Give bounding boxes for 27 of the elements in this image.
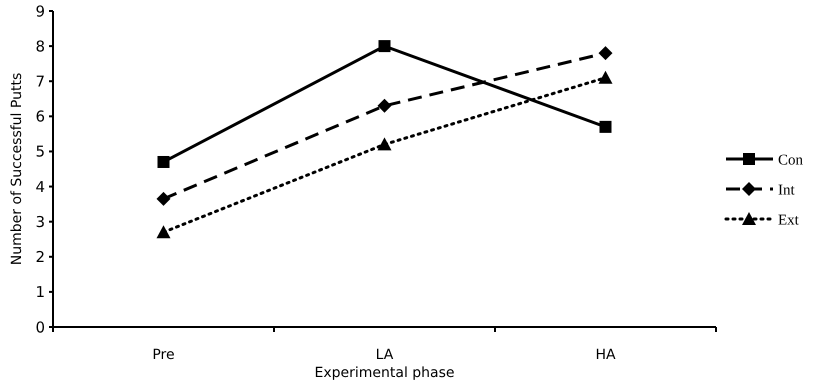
legend-label: Int xyxy=(778,182,796,198)
y-tick-label: 7 xyxy=(35,72,45,90)
point xyxy=(378,40,390,52)
y-tick-label: 2 xyxy=(35,248,45,266)
x-axis-title: Experimental phase xyxy=(314,365,455,381)
point xyxy=(156,192,170,206)
y-tick-label: 1 xyxy=(35,283,45,302)
point xyxy=(156,225,170,238)
x-tick-label: HA xyxy=(595,346,616,363)
legend-label: Ext xyxy=(778,212,800,228)
point xyxy=(598,70,612,84)
point xyxy=(378,137,392,150)
y-tick-label: 0 xyxy=(35,318,45,336)
y-tick-label: 4 xyxy=(35,178,45,196)
y-tick-label: 8 xyxy=(35,37,45,56)
y-tick-label: 6 xyxy=(35,108,45,126)
y-tick-label: 3 xyxy=(35,212,45,231)
y-tick-label: 9 xyxy=(35,2,45,20)
y-tick-label: 5 xyxy=(35,142,45,161)
x-tick-label: LA xyxy=(376,346,394,363)
point xyxy=(600,120,612,133)
x-tick-label: Pre xyxy=(152,346,175,363)
point xyxy=(598,46,612,60)
y-axis-title: Number of Successful Putts xyxy=(8,72,25,266)
legend-label: Con xyxy=(778,152,804,168)
point xyxy=(158,156,170,168)
point xyxy=(378,98,392,113)
